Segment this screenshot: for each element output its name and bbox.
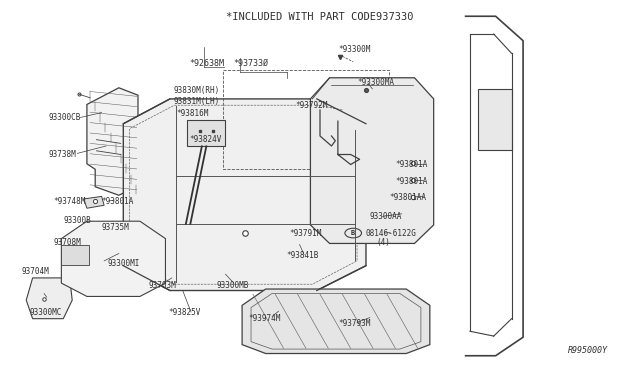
Polygon shape [26,278,72,319]
Text: *93974M: *93974M [248,314,281,323]
Text: 93738M: 93738M [49,150,76,159]
Text: *93801A: *93801A [396,177,428,186]
Text: B: B [351,230,355,236]
Text: *92638M: *92638M [189,59,224,68]
Text: *93793M: *93793M [338,320,371,328]
Text: 93735M: 93735M [102,223,129,232]
Text: *93801A: *93801A [396,160,428,169]
Text: 93300MC: 93300MC [29,308,62,317]
Text: 93300B: 93300B [63,216,91,225]
Text: 93300MI: 93300MI [108,259,140,267]
Polygon shape [87,88,138,195]
Text: 93704M: 93704M [21,267,49,276]
Polygon shape [61,244,89,264]
Polygon shape [187,120,225,146]
Text: 08146-6122G: 08146-6122G [366,229,417,238]
Text: 93300CB: 93300CB [49,113,81,122]
Text: *93792M: *93792M [296,101,328,110]
Text: 93300AA: 93300AA [370,212,402,221]
Text: *93801A: *93801A [102,197,134,206]
Text: 93831M(LH): 93831M(LH) [173,97,220,106]
Text: *93300M: *93300M [338,45,371,54]
Text: *93300MA: *93300MA [357,78,394,87]
Text: R995000Y: R995000Y [568,346,608,355]
Text: 93703M: 93703M [149,281,177,290]
Text: *93801AA: *93801AA [389,193,426,202]
Polygon shape [242,289,430,353]
Text: *93733Ø: *93733Ø [234,59,269,68]
Polygon shape [310,78,434,243]
Text: *93816M: *93816M [176,109,209,118]
Text: 93708M: 93708M [53,238,81,247]
Text: (4): (4) [376,238,390,247]
Text: *INCLUDED WITH PART CODE937330: *INCLUDED WITH PART CODE937330 [227,12,413,22]
Polygon shape [61,221,166,296]
Text: *93791M: *93791M [289,229,322,238]
Text: 93830M(RH): 93830M(RH) [173,86,220,95]
Text: *93824V: *93824V [189,135,221,144]
Text: *93825V: *93825V [168,308,200,317]
Text: 93300MB: 93300MB [216,281,249,290]
Polygon shape [478,89,511,150]
Text: *93841B: *93841B [287,251,319,260]
Polygon shape [84,196,104,208]
Text: *93748M: *93748M [53,197,85,206]
Polygon shape [124,99,366,291]
